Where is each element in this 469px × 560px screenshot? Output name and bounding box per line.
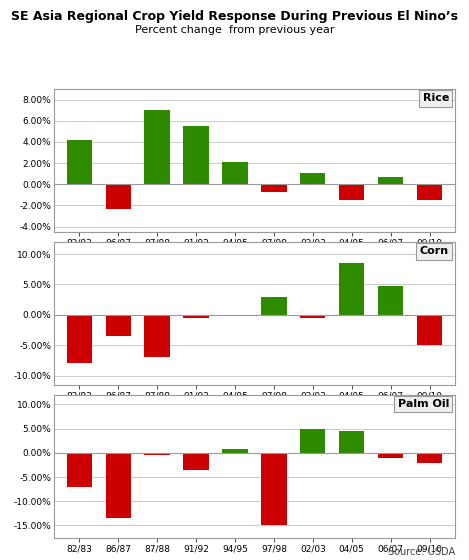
Bar [378,177,403,184]
Bar [106,184,131,208]
Text: Palm Oil: Palm Oil [398,399,449,409]
Bar [222,162,248,184]
Bar [300,315,325,318]
Text: Corn: Corn [420,246,449,256]
Bar [144,315,170,357]
Text: SE Asia Regional Crop Yield Response During Previous El Nino’s: SE Asia Regional Crop Yield Response Dur… [11,10,458,23]
Bar [378,286,403,315]
Bar [261,453,287,525]
Bar [183,453,209,470]
Bar [183,315,209,318]
Bar [300,172,325,184]
Text: Source: USDA: Source: USDA [388,547,455,557]
Text: Percent change  from previous year: Percent change from previous year [135,25,334,35]
Bar [67,315,92,363]
Bar [261,297,287,315]
Bar [417,184,442,200]
Bar [67,140,92,184]
Text: Rice: Rice [423,94,449,104]
Bar [261,184,287,192]
Bar [417,453,442,463]
Bar [144,453,170,455]
Bar [106,453,131,518]
Bar [378,453,403,458]
Bar [106,315,131,336]
Bar [183,126,209,184]
Bar [300,429,325,453]
Bar [144,110,170,184]
Bar [339,184,364,200]
Bar [67,453,92,487]
Bar [339,431,364,453]
Bar [339,263,364,315]
Bar [222,449,248,453]
Bar [417,315,442,345]
